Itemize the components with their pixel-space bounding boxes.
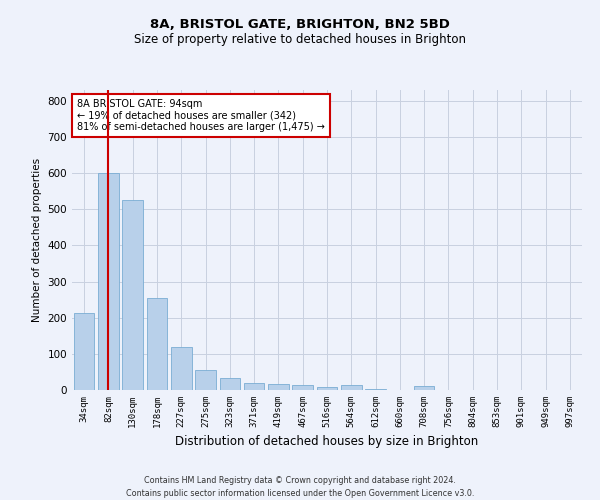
Bar [74, 313, 94, 390]
Bar [414, 386, 434, 390]
Bar [146, 298, 167, 390]
X-axis label: Distribution of detached houses by size in Brighton: Distribution of detached houses by size … [175, 436, 479, 448]
Bar [171, 348, 191, 390]
Bar [317, 387, 337, 390]
Bar [292, 386, 313, 390]
Y-axis label: Number of detached properties: Number of detached properties [32, 158, 42, 322]
Bar [98, 173, 119, 390]
Bar [268, 384, 289, 390]
Text: Contains HM Land Registry data © Crown copyright and database right 2024.
Contai: Contains HM Land Registry data © Crown c… [126, 476, 474, 498]
Bar [244, 383, 265, 390]
Text: 8A, BRISTOL GATE, BRIGHTON, BN2 5BD: 8A, BRISTOL GATE, BRIGHTON, BN2 5BD [150, 18, 450, 30]
Text: 8A BRISTOL GATE: 94sqm
← 19% of detached houses are smaller (342)
81% of semi-de: 8A BRISTOL GATE: 94sqm ← 19% of detached… [77, 99, 325, 132]
Text: Size of property relative to detached houses in Brighton: Size of property relative to detached ho… [134, 32, 466, 46]
Bar [220, 378, 240, 390]
Bar [195, 370, 216, 390]
Bar [341, 386, 362, 390]
Bar [122, 200, 143, 390]
